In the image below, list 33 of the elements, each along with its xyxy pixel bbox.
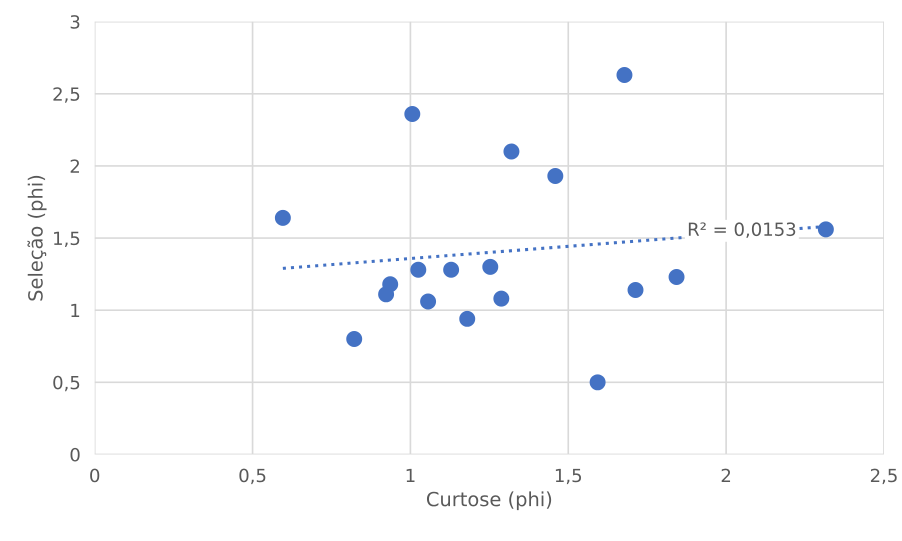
point [482,258,498,275]
x-tick-label: 0,5 [239,468,266,484]
point [404,106,420,122]
point [443,262,460,278]
y-tick-label: 2 [70,159,80,173]
y-tick-label: 3 [70,15,80,29]
point [590,374,606,390]
point [459,310,476,327]
point [616,67,632,83]
annotation: R² = 0,0153 [688,222,796,238]
point [493,290,510,307]
x-tick-label: 0 [90,468,100,482]
point [420,294,436,310]
point [547,168,564,184]
point [410,262,426,278]
point [628,282,644,298]
y-tick-label: 0 [70,448,80,462]
y-tick-label: 1,5 [54,232,80,247]
x-axis-title: Curtose (phi) [426,491,552,510]
point [818,221,834,238]
x-tick-label: 1,5 [556,468,582,484]
x-tick-label: 2 [722,468,730,482]
point [274,210,291,226]
point [668,269,685,285]
x-tick-label: 1 [406,468,414,482]
y-tick-label: 1 [71,304,80,318]
point [503,144,520,160]
y-tick-label: 0,5 [53,376,80,392]
point [346,331,362,348]
y-axis-title: Seleção (phi) [27,176,47,301]
point [382,276,398,292]
y-tick-label: 2,5 [53,87,80,103]
x-tick-label: 2,5 [870,468,897,484]
